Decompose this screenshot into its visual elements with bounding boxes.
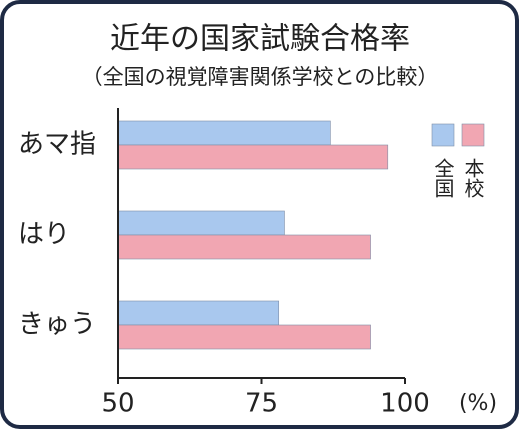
- x-tick-label: 100: [380, 389, 430, 419]
- y-tick-label: はり: [18, 220, 70, 250]
- x-tick-label: 50: [101, 389, 134, 419]
- legend-swatch: [431, 123, 455, 147]
- bar: [117, 210, 285, 236]
- x-axis-label: (%): [459, 391, 497, 416]
- bar: [117, 144, 389, 170]
- legend-label: 本校: [461, 158, 485, 198]
- x-tick-label: 75: [245, 389, 278, 419]
- legend-swatch: [461, 123, 485, 147]
- bar: [117, 234, 371, 260]
- chart-subtitle: （全国の視覚障害関係学校との比較）: [82, 65, 439, 89]
- bar: [117, 300, 280, 326]
- y-tick-label: きゅう: [18, 310, 96, 340]
- y-tick-label: あマ指: [18, 130, 96, 160]
- legend-label: 全国: [431, 158, 455, 198]
- bar: [117, 324, 371, 350]
- chart-title: 近年の国家試験合格率: [110, 22, 410, 57]
- bar: [117, 120, 331, 146]
